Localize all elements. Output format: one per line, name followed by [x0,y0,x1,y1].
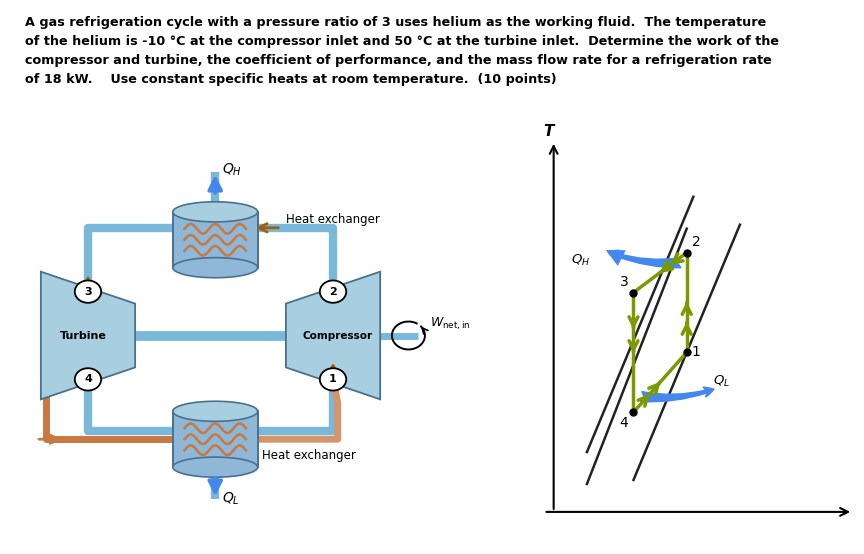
Text: Heat exchanger: Heat exchanger [263,449,356,461]
Circle shape [75,368,101,391]
Polygon shape [41,271,135,399]
FancyBboxPatch shape [173,411,257,467]
Text: Turbine: Turbine [60,331,106,341]
Text: Compressor: Compressor [302,331,372,341]
Text: $Q_L$: $Q_L$ [222,491,240,507]
Text: $W_{\mathregular{net,in}}$: $W_{\mathregular{net,in}}$ [429,315,470,331]
Text: 3: 3 [619,275,628,289]
Circle shape [320,280,346,303]
Text: of 18 kW.    Use constant specific heats at room temperature.  (10 points): of 18 kW. Use constant specific heats at… [25,73,556,86]
FancyBboxPatch shape [173,212,257,268]
Text: $Q_H$: $Q_H$ [571,253,590,268]
Ellipse shape [173,202,257,222]
Polygon shape [286,271,380,399]
Ellipse shape [173,401,257,422]
Ellipse shape [173,258,257,278]
Text: 3: 3 [84,286,92,296]
Circle shape [320,368,346,391]
Text: T: T [543,124,554,139]
Text: 1: 1 [329,375,337,384]
Ellipse shape [173,457,257,477]
Text: $Q_H$: $Q_H$ [222,162,242,178]
Text: $Q_L$: $Q_L$ [714,375,730,389]
Text: 1: 1 [692,345,701,360]
Text: of the helium is -10 °C at the compressor inlet and 50 °C at the turbine inlet. : of the helium is -10 °C at the compresso… [25,35,778,48]
Text: 2: 2 [329,286,337,296]
Text: 4: 4 [619,416,628,430]
Text: compressor and turbine, the coefficient of performance, and the mass flow rate f: compressor and turbine, the coefficient … [25,54,772,67]
Text: Heat exchanger: Heat exchanger [286,213,380,227]
Text: 4: 4 [84,375,92,384]
Text: A gas refrigeration cycle with a pressure ratio of 3 uses helium as the working : A gas refrigeration cycle with a pressur… [25,16,766,29]
Circle shape [75,280,101,303]
Text: 2: 2 [692,235,701,249]
